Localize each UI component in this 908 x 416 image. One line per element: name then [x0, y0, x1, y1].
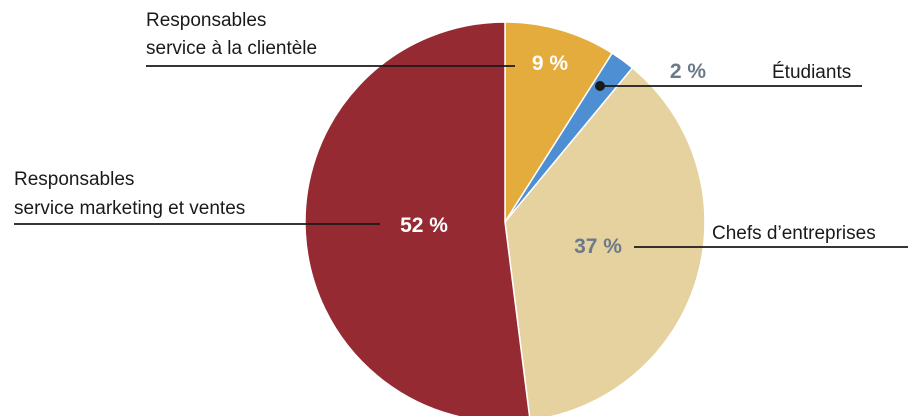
pie-slice-customer-service [504, 21, 614, 225]
label-marketing-sales: Responsables service marketing et ventes [14, 169, 245, 219]
label-students: Étudiants [772, 62, 851, 83]
leader-lines [14, 65, 908, 248]
value-executives: 37 % [574, 235, 622, 258]
label-executives: Chefs d’entreprises [712, 223, 876, 244]
pie-slices [304, 21, 706, 416]
pie-slice-executives [504, 66, 706, 416]
pie-slice-marketing-sales [304, 21, 531, 416]
value-customer-service: 9 % [532, 52, 569, 75]
value-students: 2 % [670, 60, 707, 83]
label-customer-service: Responsables service à la clientèle [146, 10, 317, 59]
label-marketing-sales-line2: service marketing et ventes [14, 198, 245, 219]
leader-dot-students [595, 81, 605, 91]
label-marketing-sales-line1: Responsables [14, 169, 134, 190]
label-customer-service-line2: service à la clientèle [146, 38, 317, 59]
value-marketing-sales: 52 % [400, 214, 448, 237]
label-customer-service-line1: Responsables [146, 10, 266, 31]
